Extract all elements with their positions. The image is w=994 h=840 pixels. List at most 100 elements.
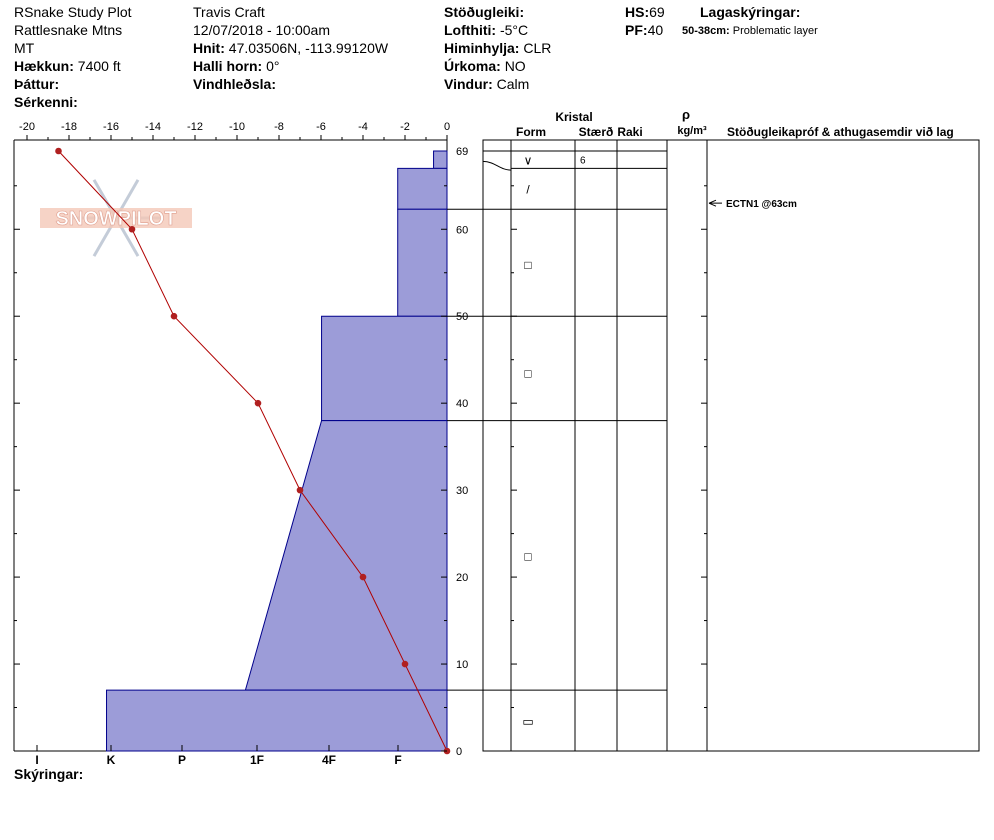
air-temp-row: Lofthiti: -5°C bbox=[444, 21, 528, 39]
hardness-layer-4 bbox=[244, 420, 448, 691]
hardness-layer-5 bbox=[106, 689, 448, 752]
layer-note-row: 50-38cm: Problematic layer bbox=[682, 22, 818, 40]
hardness-tick-label: F bbox=[394, 753, 401, 767]
elevation-label: Hækkun: bbox=[14, 58, 74, 74]
precip-label: Úrkoma: bbox=[444, 58, 501, 74]
temp-tick-label: -12 bbox=[187, 121, 203, 133]
grain-form-symbol-5: ▭ bbox=[522, 715, 533, 729]
slope-label: Halli horn: bbox=[193, 58, 263, 74]
temp-tick-label: -4 bbox=[358, 121, 368, 133]
sky-row: Himinhylja: CLR bbox=[444, 39, 551, 57]
wind-loading-label: Vindhleðsla: bbox=[193, 76, 276, 92]
coords-row: Hnit: 47.03506N, -113.99120W bbox=[193, 39, 388, 57]
layer-note-text: Problematic layer bbox=[732, 25, 818, 37]
wind-label: Vindur: bbox=[444, 76, 493, 92]
precip-value: NO bbox=[504, 58, 526, 74]
depth-tick-label: 60 bbox=[456, 224, 468, 236]
grain-form-symbol-2: □ bbox=[524, 258, 531, 272]
depth-tick-label: 40 bbox=[456, 398, 468, 410]
crystal-header: Kristal bbox=[555, 110, 592, 124]
aspect-label: Þáttur: bbox=[14, 76, 60, 92]
hardness-tick-label: 4F bbox=[322, 753, 336, 767]
logo-text: SNOWPILOT bbox=[55, 208, 176, 230]
slope-value: 0° bbox=[266, 58, 280, 74]
temp-tick-label: -16 bbox=[103, 121, 119, 133]
test-arrow-0 bbox=[708, 199, 722, 207]
layer-note-range: 50-38cm: bbox=[682, 25, 730, 37]
grain-size-0: 6 bbox=[580, 156, 586, 167]
coords-label: Hnit: bbox=[193, 40, 225, 56]
site-name: RSnake Study Plot bbox=[14, 4, 132, 20]
temperature-point-1 bbox=[128, 225, 136, 233]
grain-form-symbol-3: □ bbox=[524, 367, 531, 381]
temperature-point-6 bbox=[401, 660, 409, 668]
precip-row: Úrkoma: NO bbox=[444, 57, 526, 75]
temp-tick-label: -20 bbox=[19, 121, 35, 133]
elevation-row: Hækkun: 7400 ft bbox=[14, 57, 121, 75]
hardness-tick-label: I bbox=[35, 753, 38, 767]
air-temp-label: Lofthiti: bbox=[444, 22, 497, 38]
stability-label: Stöðugleiki: bbox=[444, 4, 525, 20]
sky-value: CLR bbox=[523, 40, 552, 56]
temperature-profile bbox=[55, 147, 451, 755]
hardness-tick-label: K bbox=[107, 753, 116, 767]
hs-row: HS:69 bbox=[625, 3, 665, 21]
specifics-label: Sérkenni: bbox=[14, 94, 78, 110]
hs-value: 69 bbox=[649, 4, 665, 20]
hardness-layer-0 bbox=[433, 150, 448, 169]
logo-banner bbox=[40, 208, 192, 228]
hardness-profile bbox=[106, 150, 483, 752]
hardness-tick-label: P bbox=[178, 753, 186, 767]
grain-form-symbol-1: / bbox=[526, 182, 530, 196]
depth-tick-label: 10 bbox=[456, 659, 468, 671]
temp-tick-label: -10 bbox=[229, 121, 245, 133]
hs-label: HS: bbox=[625, 4, 650, 20]
wind-row: Vindur: Calm bbox=[444, 75, 529, 93]
density-unit-header: kg/m³ bbox=[677, 125, 707, 137]
depth-tick-label: 69 bbox=[456, 146, 468, 158]
test-result-label-0: ECTN1 @63cm bbox=[726, 199, 797, 210]
aspect-row: Þáttur: bbox=[14, 75, 59, 93]
depth-tick-label: 30 bbox=[456, 485, 468, 497]
grain-form-symbol-0: ∨ bbox=[524, 154, 533, 168]
snowpilot-logo: SNOWPILOT bbox=[40, 179, 192, 257]
table-border bbox=[482, 139, 980, 752]
hardness-layer-3 bbox=[321, 315, 448, 422]
wind-value: Calm bbox=[496, 76, 530, 92]
hardness-tick-label: 1F bbox=[250, 753, 264, 767]
temperature-point-2 bbox=[170, 312, 178, 320]
temperature-point-5 bbox=[359, 573, 367, 581]
observation-datetime: 12/07/2018 - 10:00am bbox=[193, 22, 330, 38]
sky-label: Himinhylja: bbox=[444, 40, 520, 56]
observer-name: Travis Craft bbox=[193, 4, 265, 20]
moisture-header: Raki bbox=[617, 125, 642, 139]
stability-row: Stöðugleiki: bbox=[444, 3, 524, 21]
slope-row: Halli horn: 0° bbox=[193, 57, 280, 75]
layer-link-curve bbox=[482, 160, 512, 171]
form-header: Form bbox=[516, 125, 546, 139]
temperature-point-4 bbox=[296, 486, 304, 494]
pf-row: PF:40 bbox=[625, 21, 663, 39]
size-header: Stærð bbox=[579, 125, 614, 139]
temp-tick-label: -6 bbox=[316, 121, 326, 133]
temperature-point-0 bbox=[55, 147, 62, 155]
air-temp-value: -5°C bbox=[499, 22, 529, 38]
hardness-layer-2 bbox=[397, 208, 448, 317]
depth-tick-label: 20 bbox=[456, 572, 468, 584]
depth-tick-label: 50 bbox=[456, 311, 468, 323]
layer-notes-label: Lagaskýringar: bbox=[700, 4, 801, 20]
temp-tick-label: -2 bbox=[400, 121, 410, 133]
temp-tick-label: -18 bbox=[61, 121, 77, 133]
axes: -20 -18 -16 -14 -12 -10 -8 -6 -4 -2 00102030405060… bbox=[14, 121, 468, 767]
hardness-layer-1 bbox=[397, 167, 448, 210]
pf-value: 40 bbox=[647, 22, 664, 38]
elevation-value: 7400 ft bbox=[77, 58, 121, 74]
temperature-point-3 bbox=[254, 399, 262, 407]
temp-tick-label: 0 bbox=[444, 121, 450, 133]
temp-tick-label: -14 bbox=[145, 121, 161, 133]
specifics-row: Sérkenni: bbox=[14, 93, 78, 111]
coords-value: 47.03506N, -113.99120W bbox=[228, 40, 389, 56]
pf-label: PF: bbox=[625, 22, 648, 38]
layer-table: Kristal Form Stærð Raki ρ kg/m³ Stöðugleikapró… bbox=[482, 107, 980, 752]
